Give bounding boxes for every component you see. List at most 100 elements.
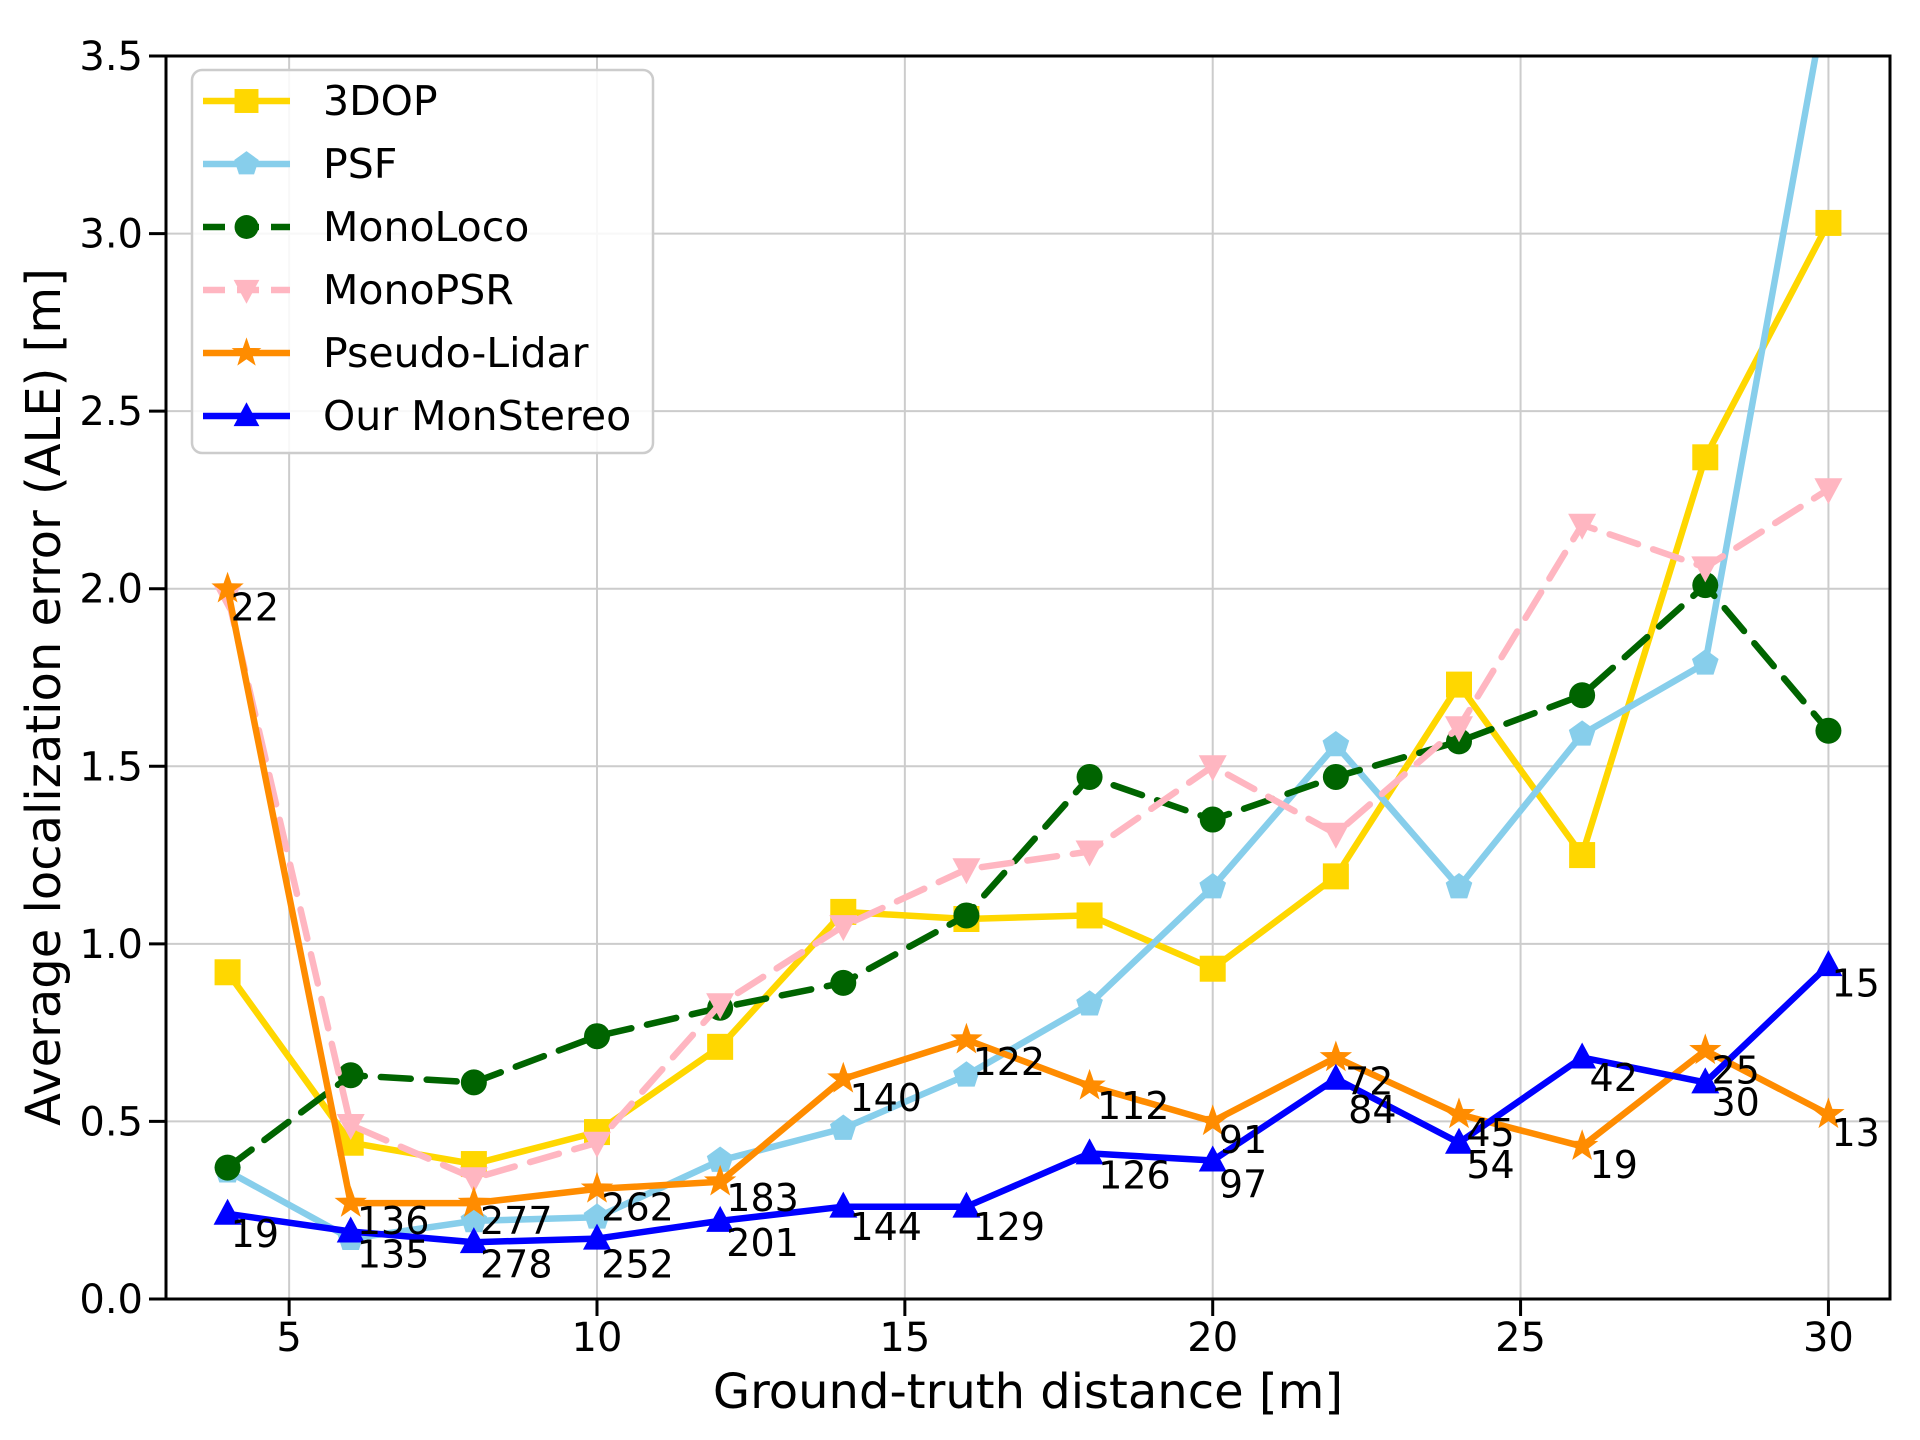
legend-label-our-monstereo: Our MonStereo [323,392,631,440]
series-marker-our-monstereo [1075,1138,1104,1165]
count-label: 19 [1590,1143,1638,1187]
count-label: 19 [231,1212,279,1256]
count-label: 22 [231,585,279,629]
legend-box [190,68,655,455]
count-label: 136 [357,1199,430,1243]
series-line-psf [224,56,1819,1242]
series-marker-3dop [1199,955,1226,982]
series-marker-monoloco [1199,806,1226,833]
series-group [211,56,1845,1254]
series-marker-pseudo-lidar [211,571,244,603]
series-marker-pseudo-lidar [703,1164,737,1196]
series-marker-psf [1568,720,1596,746]
series-marker-psf [1076,990,1103,1016]
series-marker-pseudo-lidar [1319,1040,1353,1072]
legend-item-3dop: 3DOP [203,77,438,125]
count-label: 15 [1832,962,1880,1006]
series-marker-pseudo-lidar [1689,1033,1722,1065]
count-label: 72 [1345,1059,1393,1103]
axis-ticks: 5 10 15 20 25 300.00.51.01.52.02.53.03.5 [79,34,1854,1361]
legend-item-monopsr: MonoPSR [203,266,514,314]
count-label: 201 [726,1221,799,1265]
series-marker-our-monstereo [1568,1042,1597,1069]
series-marker-pseudo-lidar [1565,1129,1599,1161]
series-marker-pseudo-lidar [334,1186,367,1217]
series-marker-monopsr [829,915,858,942]
x-tick-label: 10 [572,1315,623,1361]
series-marker-3dop [1076,902,1103,929]
y-tick-label: 0.0 [79,1277,143,1323]
series-marker-our-monstereo [829,1191,858,1218]
count-label: 144 [849,1205,922,1249]
count-label: 140 [849,1076,922,1120]
y-tick-label: 3.5 [79,34,143,80]
series-line-3dop [224,219,1832,1168]
series-marker-psf [953,1061,980,1087]
count-label: 13 [1832,1111,1880,1155]
series-marker-monoloco [214,1154,241,1181]
count-label: 30 [1711,1081,1759,1125]
count-label: 25 [1711,1049,1759,1093]
series-marker-3dop [1692,444,1719,471]
series-line-our-monstereo [224,961,1832,1246]
series-marker-monopsr [1075,840,1104,867]
series-marker-our-monstereo [706,1205,735,1232]
series-marker-psf [1199,873,1227,899]
series-marker-monopsr [1814,478,1843,505]
series-marker-3dop [214,959,241,986]
series-pseudo-lidar [211,571,1845,1217]
legend-item-pseudo-lidar: Pseudo-Lidar [203,329,589,377]
plot-spines [164,54,1892,1301]
y-tick-label: 3.0 [79,212,143,258]
x-tick-label: 20 [1187,1315,1238,1361]
x-tick-label: 30 [1803,1315,1854,1361]
legend-label-3dop: 3DOP [323,77,438,125]
count-label: 112 [1097,1084,1170,1128]
legend-label-monoloco: MonoLoco [323,203,529,251]
series-marker-monoloco [1815,717,1842,744]
series-marker-3dop [1815,209,1842,236]
series-marker-monoloco [460,1069,487,1096]
series-monopsr [213,478,1843,1194]
series-marker-pseudo-lidar [580,1171,614,1203]
series-marker-monopsr [1198,755,1227,782]
legend-marker-3dop [234,89,259,113]
series-marker-monopsr [1445,716,1473,743]
series-marker-3dop [707,1033,734,1060]
count-label: 91 [1219,1118,1267,1162]
count-label: 277 [480,1199,553,1243]
series-marker-pseudo-lidar [827,1061,860,1093]
count-label: 252 [601,1242,674,1286]
y-tick-label: 0.5 [79,1099,143,1145]
x-axis-label: Ground-truth distance [m] [713,1364,1343,1420]
count-label: 135 [357,1232,430,1276]
series-marker-our-monstereo [952,1191,981,1218]
series-marker-our-monstereo [1321,1063,1350,1090]
series-marker-our-monstereo [583,1223,611,1250]
legend-marker-monopsr [233,279,260,304]
series-marker-our-monstereo [1814,950,1843,977]
series-marker-pseudo-lidar [1442,1097,1476,1129]
series-marker-monoloco [1076,763,1103,790]
y-tick-label: 1.0 [79,922,143,968]
series-marker-psf [1445,873,1473,899]
series-monoloco [214,572,1842,1181]
count-label: 42 [1590,1056,1638,1100]
series-line-monopsr [224,486,1832,1182]
series-marker-our-monstereo [336,1216,365,1243]
legend-label-psf: PSF [323,140,397,188]
legend-marker-our-monstereo [233,402,260,427]
count-label: 84 [1348,1088,1396,1132]
series-marker-monopsr [1691,556,1720,583]
legend-marker-psf [234,151,259,175]
series-marker-monopsr [1568,513,1597,540]
legend: 3DOP PSF MonoLoco MonoPSR Pseudo-Lidar Our Mo… [190,68,655,455]
series-marker-pseudo-lidar [1196,1104,1229,1136]
x-tick-label: 5 [276,1315,301,1361]
count-label: 183 [726,1176,799,1220]
series-marker-pseudo-lidar [950,1022,983,1054]
series-marker-pseudo-lidar [1073,1068,1106,1100]
